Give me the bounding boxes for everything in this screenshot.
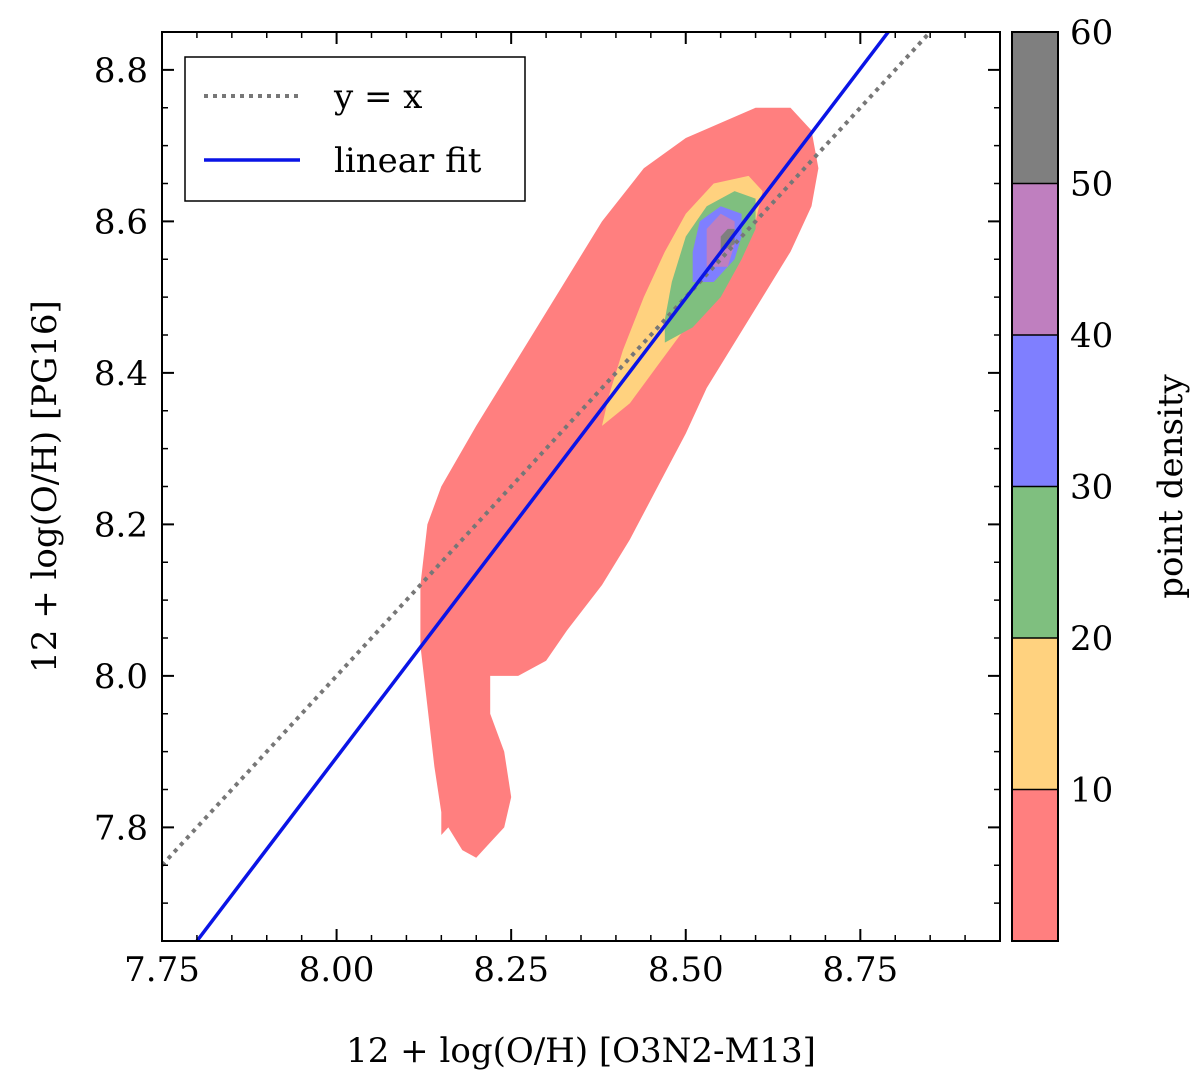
x-axis-label: 12 + log(O/H) [O3N2-M13] xyxy=(346,1031,816,1071)
colorbar-segment xyxy=(1012,638,1058,790)
contour-layer xyxy=(420,107,819,858)
colorbar: 10 20 30 40 50 60 xyxy=(1011,13,1113,942)
x-tick-label: 7.75 xyxy=(124,950,200,990)
y-tick-label: 8.4 xyxy=(94,354,148,394)
y-tick-label: 7.8 xyxy=(94,808,148,848)
y-tick-label: 8.2 xyxy=(94,505,148,545)
legend-label: y = x xyxy=(333,77,423,117)
colorbar-tick-label: 30 xyxy=(1070,468,1113,508)
colorbar-tick-label: 10 xyxy=(1070,771,1113,811)
legend-label: linear fit xyxy=(334,141,482,181)
colorbar-segment xyxy=(1012,335,1058,487)
y-axis-label: 12 + log(O/H) [PG16] xyxy=(25,300,65,673)
y-tick-label: 8.0 xyxy=(94,657,148,697)
contour-level-1 xyxy=(420,107,819,858)
tick-layer: 7.75 8.00 8.25 8.50 8.75 7.8 8.0 8.2 8.4 8.6 8.8 xyxy=(94,32,1000,990)
colorbar-tick-label: 40 xyxy=(1070,316,1113,356)
colorbar-tick-label: 20 xyxy=(1070,619,1113,659)
colorbar-tick-label: 60 xyxy=(1070,13,1113,53)
x-tick-label: 8.25 xyxy=(473,950,549,990)
contour-level-5 xyxy=(706,213,735,267)
line-layer xyxy=(162,32,932,941)
legend: y = x linear fit xyxy=(184,56,526,202)
legend-box xyxy=(184,56,526,202)
x-tick-label: 8.00 xyxy=(299,950,375,990)
colorbar-segment xyxy=(1012,32,1058,184)
colorbar-segment xyxy=(1012,486,1058,638)
y-tick-label: 8.8 xyxy=(94,51,148,91)
x-tick-label: 8.50 xyxy=(648,950,724,990)
y-tick-label: 8.6 xyxy=(94,202,148,242)
colorbar-frame xyxy=(1011,31,1059,942)
linear-fit-line xyxy=(195,32,890,941)
colorbar-segment xyxy=(1012,789,1058,941)
colorbar-label: point density xyxy=(1151,373,1191,598)
colorbar-segment xyxy=(1012,183,1058,335)
x-tick-label: 8.75 xyxy=(822,950,898,990)
colorbar-tick-label: 50 xyxy=(1070,165,1113,205)
